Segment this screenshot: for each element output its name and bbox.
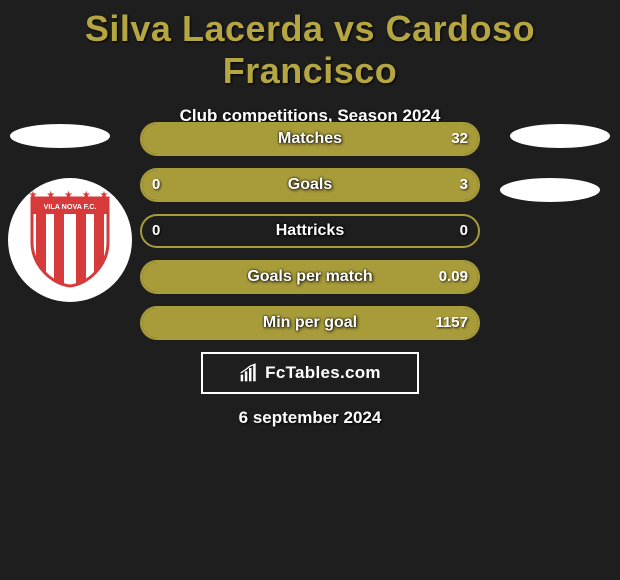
- stat-bar-track: 0.09Goals per match: [140, 260, 480, 294]
- watermark: FcTables.com: [201, 352, 419, 394]
- stat-label: Matches: [142, 124, 478, 154]
- stat-label: Hattricks: [142, 216, 478, 246]
- stat-bar-track: 32Matches: [140, 122, 480, 156]
- stat-label: Goals per match: [142, 262, 478, 292]
- stat-row: 32Matches: [0, 118, 620, 164]
- stat-label: Goals: [142, 170, 478, 200]
- stat-bar-track: 00Hattricks: [140, 214, 480, 248]
- stats-table: 32Matches 03Goals 00Hattricks 0.09Goals per…: [0, 118, 620, 348]
- stat-bar-track: 1157Min per goal: [140, 306, 480, 340]
- stat-row: 1157Min per goal: [0, 302, 620, 348]
- stat-row: 03Goals: [0, 164, 620, 210]
- date-label: 6 september 2024: [0, 408, 620, 428]
- stat-row: 0.09Goals per match: [0, 256, 620, 302]
- watermark-text: FcTables.com: [265, 363, 381, 383]
- stat-row: 00Hattricks: [0, 210, 620, 256]
- stat-label: Min per goal: [142, 308, 478, 338]
- page-title: Silva Lacerda vs Cardoso Francisco: [0, 0, 620, 92]
- chart-bars-icon: [239, 363, 259, 383]
- stat-bar-track: 03Goals: [140, 168, 480, 202]
